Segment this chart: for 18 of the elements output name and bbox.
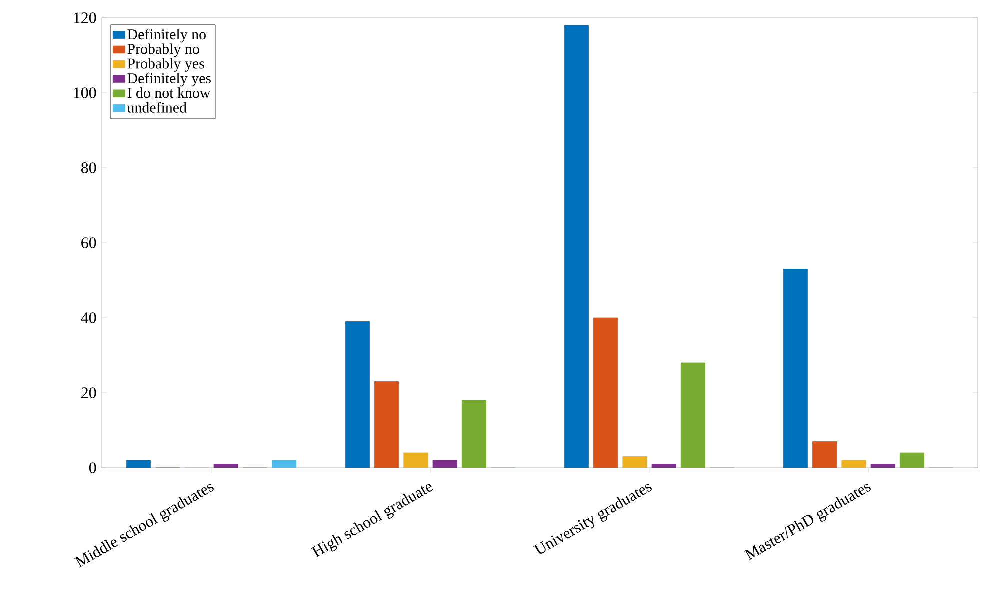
y-tick-label: 20 xyxy=(82,388,96,398)
y-tick-label: 100 xyxy=(74,88,96,98)
bar xyxy=(345,322,370,468)
bar xyxy=(564,25,589,468)
bar xyxy=(783,269,808,468)
y-tick-label: 40 xyxy=(81,312,96,324)
legend-label: Probably no xyxy=(128,44,200,58)
y-tick-label: 80 xyxy=(81,162,96,174)
legend-label: Definitely no xyxy=(128,28,206,43)
bar xyxy=(272,460,297,468)
y-tick-label: 0 xyxy=(89,462,96,474)
bar xyxy=(126,460,151,468)
y-tick-label: 60 xyxy=(82,238,96,248)
legend-label: Definitely yes xyxy=(128,72,211,87)
legend-label: I do not know xyxy=(128,88,211,98)
y-tick-label: 120 xyxy=(74,12,96,24)
legend-label: Probably yes xyxy=(128,58,204,72)
legend-label: undefined xyxy=(127,102,187,113)
